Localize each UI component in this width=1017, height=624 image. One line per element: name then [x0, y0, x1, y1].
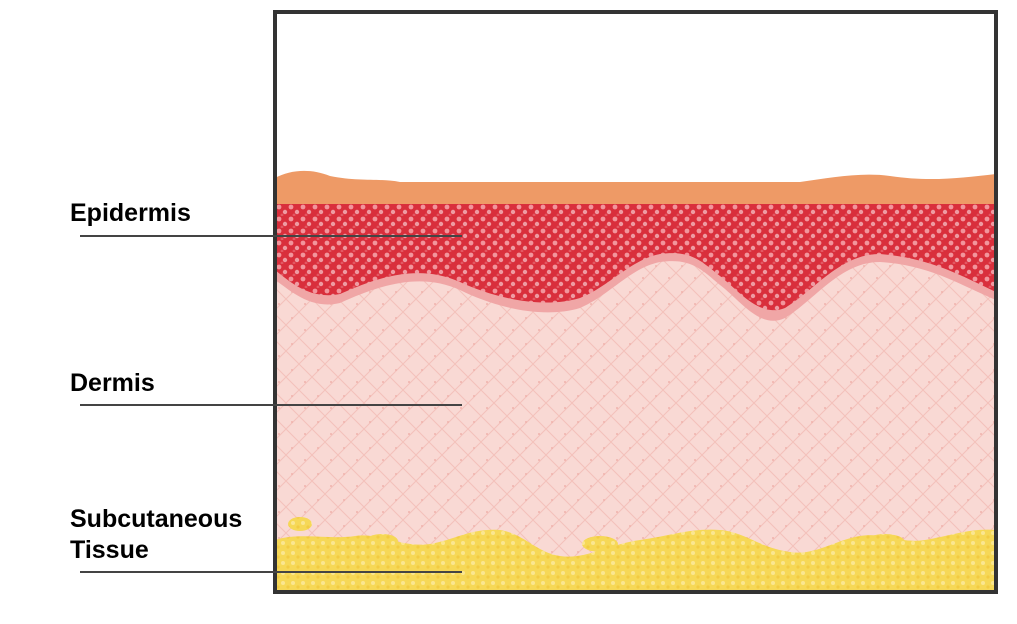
diagram-frame — [273, 10, 998, 594]
fat-lobule — [366, 534, 398, 548]
subcutaneous-layer — [275, 529, 996, 592]
epidermis-layer — [275, 198, 996, 311]
fat-lobule — [865, 534, 905, 550]
subcutaneous-label-line1: Subcutaneous — [70, 505, 243, 533]
stratum-corneum — [275, 170, 996, 204]
subcutaneous-label-line2: Tissue — [70, 536, 149, 564]
subcutaneous-tissue-label: Subcutaneous Tissue — [70, 504, 242, 566]
fat-lobule — [582, 536, 618, 552]
fat-lobule — [288, 517, 312, 531]
dermis-label: Dermis — [70, 369, 155, 397]
epidermis-label: Epidermis — [70, 199, 191, 227]
